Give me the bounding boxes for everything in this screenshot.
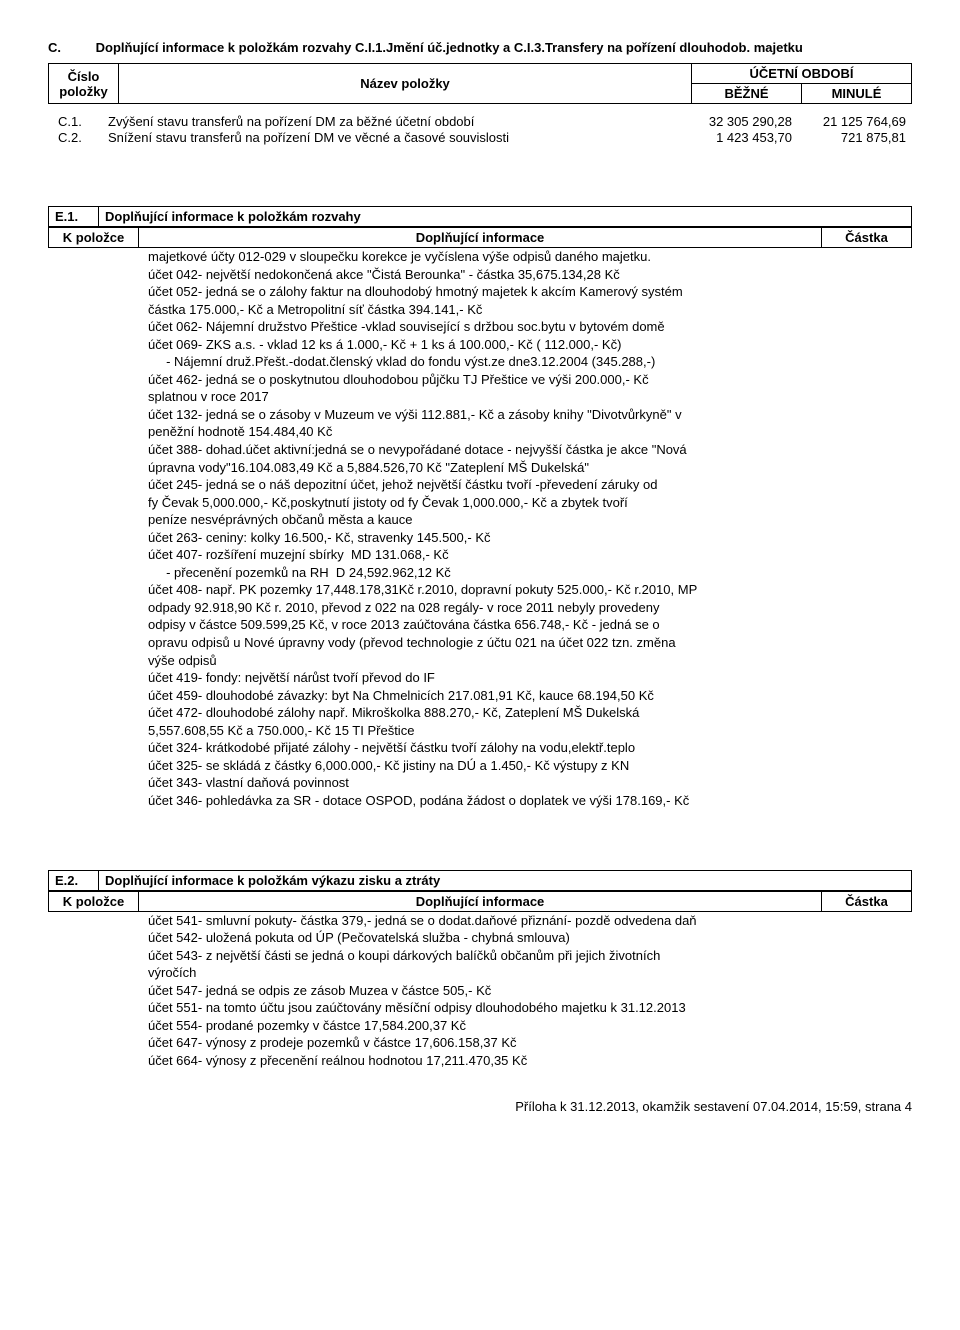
body-line: účet 324- krátkodobé přijaté zálohy - ne… [148,739,812,757]
body-line: účet 408- např. PK pozemky 17,448.178,31… [148,581,812,599]
e2-sub-right: Částka [822,891,912,911]
row-bezne: 1 423 453,70 [672,130,792,145]
body-line: - Nájemní druž.Přešt.-dodat.členský vkla… [148,353,812,371]
row-minule: 21 125 764,69 [792,114,912,129]
e2-code: E.2. [49,870,99,890]
body-line: účet 346- pohledávka za SR - dotace OSPO… [148,792,812,810]
body-line: majetkové účty 012-029 v sloupečku korek… [148,248,812,266]
body-line: účet 407- rozšíření muzejní sbírky MD 13… [148,546,812,564]
section-e1-band: E.1. Doplňující informace k položkám roz… [48,206,912,227]
body-line: účet 343- vlastní daňová povinnost [148,774,812,792]
section-e2-subhdr: K položce Doplňující informace Částka [48,891,912,912]
section-e1-body: majetkové účty 012-029 v sloupečku korek… [48,248,912,810]
hdr-cislo: Číslo položky [49,64,119,104]
body-line: odpady 92.918,90 Kč r. 2010, převod z 02… [148,599,812,617]
e2-title: Doplňující informace k položkám výkazu z… [99,870,912,890]
body-line: účet 543- z největší části se jedná o ko… [148,947,812,965]
section-c-header-table: Číslo položky Název položky ÚČETNÍ OBDOB… [48,63,912,104]
body-line: úpravna vody"16.104.083,49 Kč a 5,884.52… [148,459,812,477]
body-line: peníze nesvéprávných občanů města a kauc… [148,511,812,529]
body-line: částka 175.000,- Kč a Metropolitní síť č… [148,301,812,319]
row-code: C.1. [58,114,108,129]
e1-title: Doplňující informace k položkám rozvahy [99,207,912,227]
section-e2-band: E.2. Doplňující informace k položkám výk… [48,870,912,891]
body-line: účet 551- na tomto účtu jsou zaúčtovány … [148,999,812,1017]
body-line: odpisy v částce 509.599,25 Kč, v roce 20… [148,616,812,634]
body-line: účet 541- smluvní pokuty- částka 379,- j… [148,912,812,930]
body-line: účet 554- prodané pozemky v částce 17,58… [148,1017,812,1035]
body-line: opravu odpisů u Nové úpravny vody (převo… [148,634,812,652]
row-label: Snížení stavu transferů na pořízení DM v… [108,130,672,145]
e2-sub-mid: Doplňující informace [139,891,822,911]
body-line: účet 245- jedná se o náš depozitní účet,… [148,476,812,494]
row-label: Zvýšení stavu transferů na pořízení DM z… [108,114,672,129]
body-line: účet 069- ZKS a.s. - vklad 12 ks á 1.000… [148,336,812,354]
body-line: peněžní hodnotě 154.484,40 Kč [148,423,812,441]
body-line: účet 472- dlouhodobé zálohy např. Mikroš… [148,704,812,722]
section-e2-body: účet 541- smluvní pokuty- částka 379,- j… [48,912,912,1070]
row-minule: 721 875,81 [792,130,912,145]
body-line: účet 325- se skládá z částky 6,000.000,-… [148,757,812,775]
body-line: účet 664- výnosy z přecenění reálnou hod… [148,1052,812,1070]
table-row: C.1.Zvýšení stavu transferů na pořízení … [48,114,912,129]
hdr-minule: MINULÉ [802,84,912,104]
e1-sub-right: Částka [822,228,912,248]
body-line: účet 647- výnosy z prodeje pozemků v čás… [148,1034,812,1052]
section-c-code: C. [48,40,92,55]
body-line: účet 263- ceniny: kolky 16.500,- Kč, str… [148,529,812,547]
body-line: účet 042- největší nedokončená akce "Čis… [148,266,812,284]
body-line: účet 052- jedná se o zálohy faktur na dl… [148,283,812,301]
body-line: účet 388- dohad.účet aktivní:jedná se o … [148,441,812,459]
body-line: fy Čevak 5,000.000,- Kč,poskytnutí jisto… [148,494,812,512]
e1-sub-left: K položce [49,228,139,248]
body-line: - přecenění pozemků na RH D 24,592.962,1… [148,564,812,582]
e2-sub-left: K položce [49,891,139,911]
body-line: splatnou v roce 2017 [148,388,812,406]
body-line: výše odpisů [148,652,812,670]
section-c-text: Doplňující informace k položkám rozvahy … [96,40,803,55]
body-line: 5,557.608,55 Kč a 750.000,- Kč 15 TI Pře… [148,722,812,740]
section-c-title: C. Doplňující informace k položkám rozva… [48,40,912,55]
page-footer: Příloha k 31.12.2013, okamžik sestavení … [48,1099,912,1114]
hdr-obdobi: ÚČETNÍ OBDOBÍ [692,64,912,84]
body-line: účet 062- Nájemní družstvo Přeštice -vkl… [148,318,812,336]
body-line: účet 459- dlouhodobé závazky: byt Na Chm… [148,687,812,705]
section-c-rows: C.1.Zvýšení stavu transferů na pořízení … [48,114,912,145]
body-line: účet 547- jedná se odpis ze zásob Muzea … [148,982,812,1000]
body-line: účet 419- fondy: největší nárůst tvoří p… [148,669,812,687]
e1-code: E.1. [49,207,99,227]
body-line: účet 132- jedná se o zásoby v Muzeum ve … [148,406,812,424]
hdr-bezne: BĚŽNÉ [692,84,802,104]
body-line: výročích [148,964,812,982]
body-line: účet 462- jedná se o poskytnutou dlouhod… [148,371,812,389]
row-code: C.2. [58,130,108,145]
section-e1-subhdr: K položce Doplňující informace Částka [48,227,912,248]
body-line: účet 542- uložená pokuta od ÚP (Pečovate… [148,929,812,947]
table-row: C.2.Snížení stavu transferů na pořízení … [48,130,912,145]
hdr-nazev: Název položky [119,64,692,104]
e1-sub-mid: Doplňující informace [139,228,822,248]
row-bezne: 32 305 290,28 [672,114,792,129]
